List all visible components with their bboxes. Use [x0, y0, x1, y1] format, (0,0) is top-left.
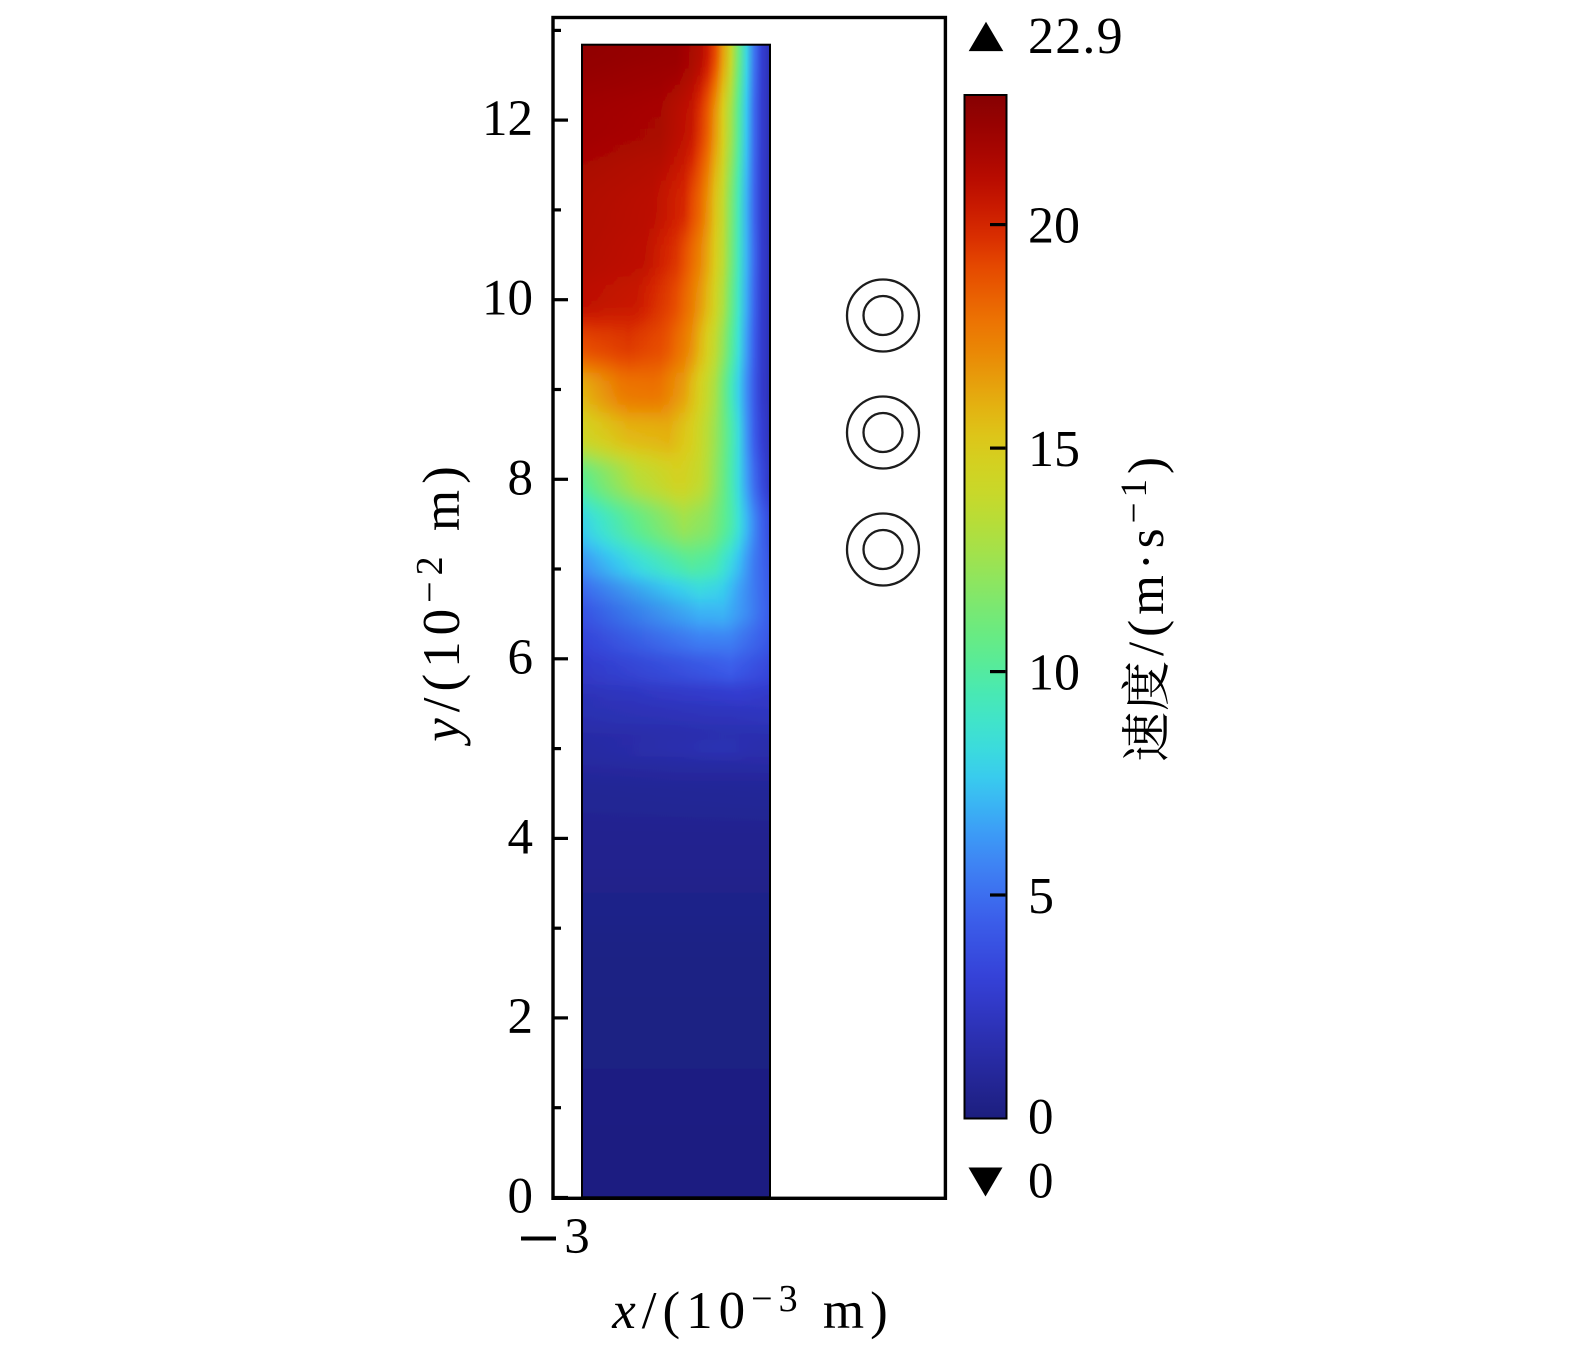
svg-text:0: 0: [508, 1169, 534, 1225]
svg-text:2: 2: [508, 989, 534, 1045]
svg-text:3: 3: [564, 1209, 590, 1265]
svg-text:4: 4: [508, 809, 534, 865]
svg-text:0: 0: [1028, 1090, 1054, 1146]
svg-text:20: 20: [1028, 197, 1080, 254]
svg-text:5: 5: [1028, 868, 1054, 925]
svg-text:0: 0: [1028, 1154, 1054, 1210]
svg-text:10: 10: [482, 271, 533, 327]
svg-text:8: 8: [508, 450, 534, 506]
svg-text:22.9: 22.9: [1028, 8, 1124, 65]
svg-text:x/(10−3 m): x/(10−3 m): [611, 1278, 893, 1340]
svg-text:y/(10−2 m): y/(10−2 m): [409, 460, 471, 746]
svg-text:12: 12: [482, 91, 533, 147]
svg-text:10: 10: [1028, 644, 1080, 701]
svg-text:/(m·s−1): /(m·s−1): [1114, 452, 1175, 656]
svg-text:6: 6: [508, 630, 534, 686]
svg-text:15: 15: [1028, 421, 1080, 478]
